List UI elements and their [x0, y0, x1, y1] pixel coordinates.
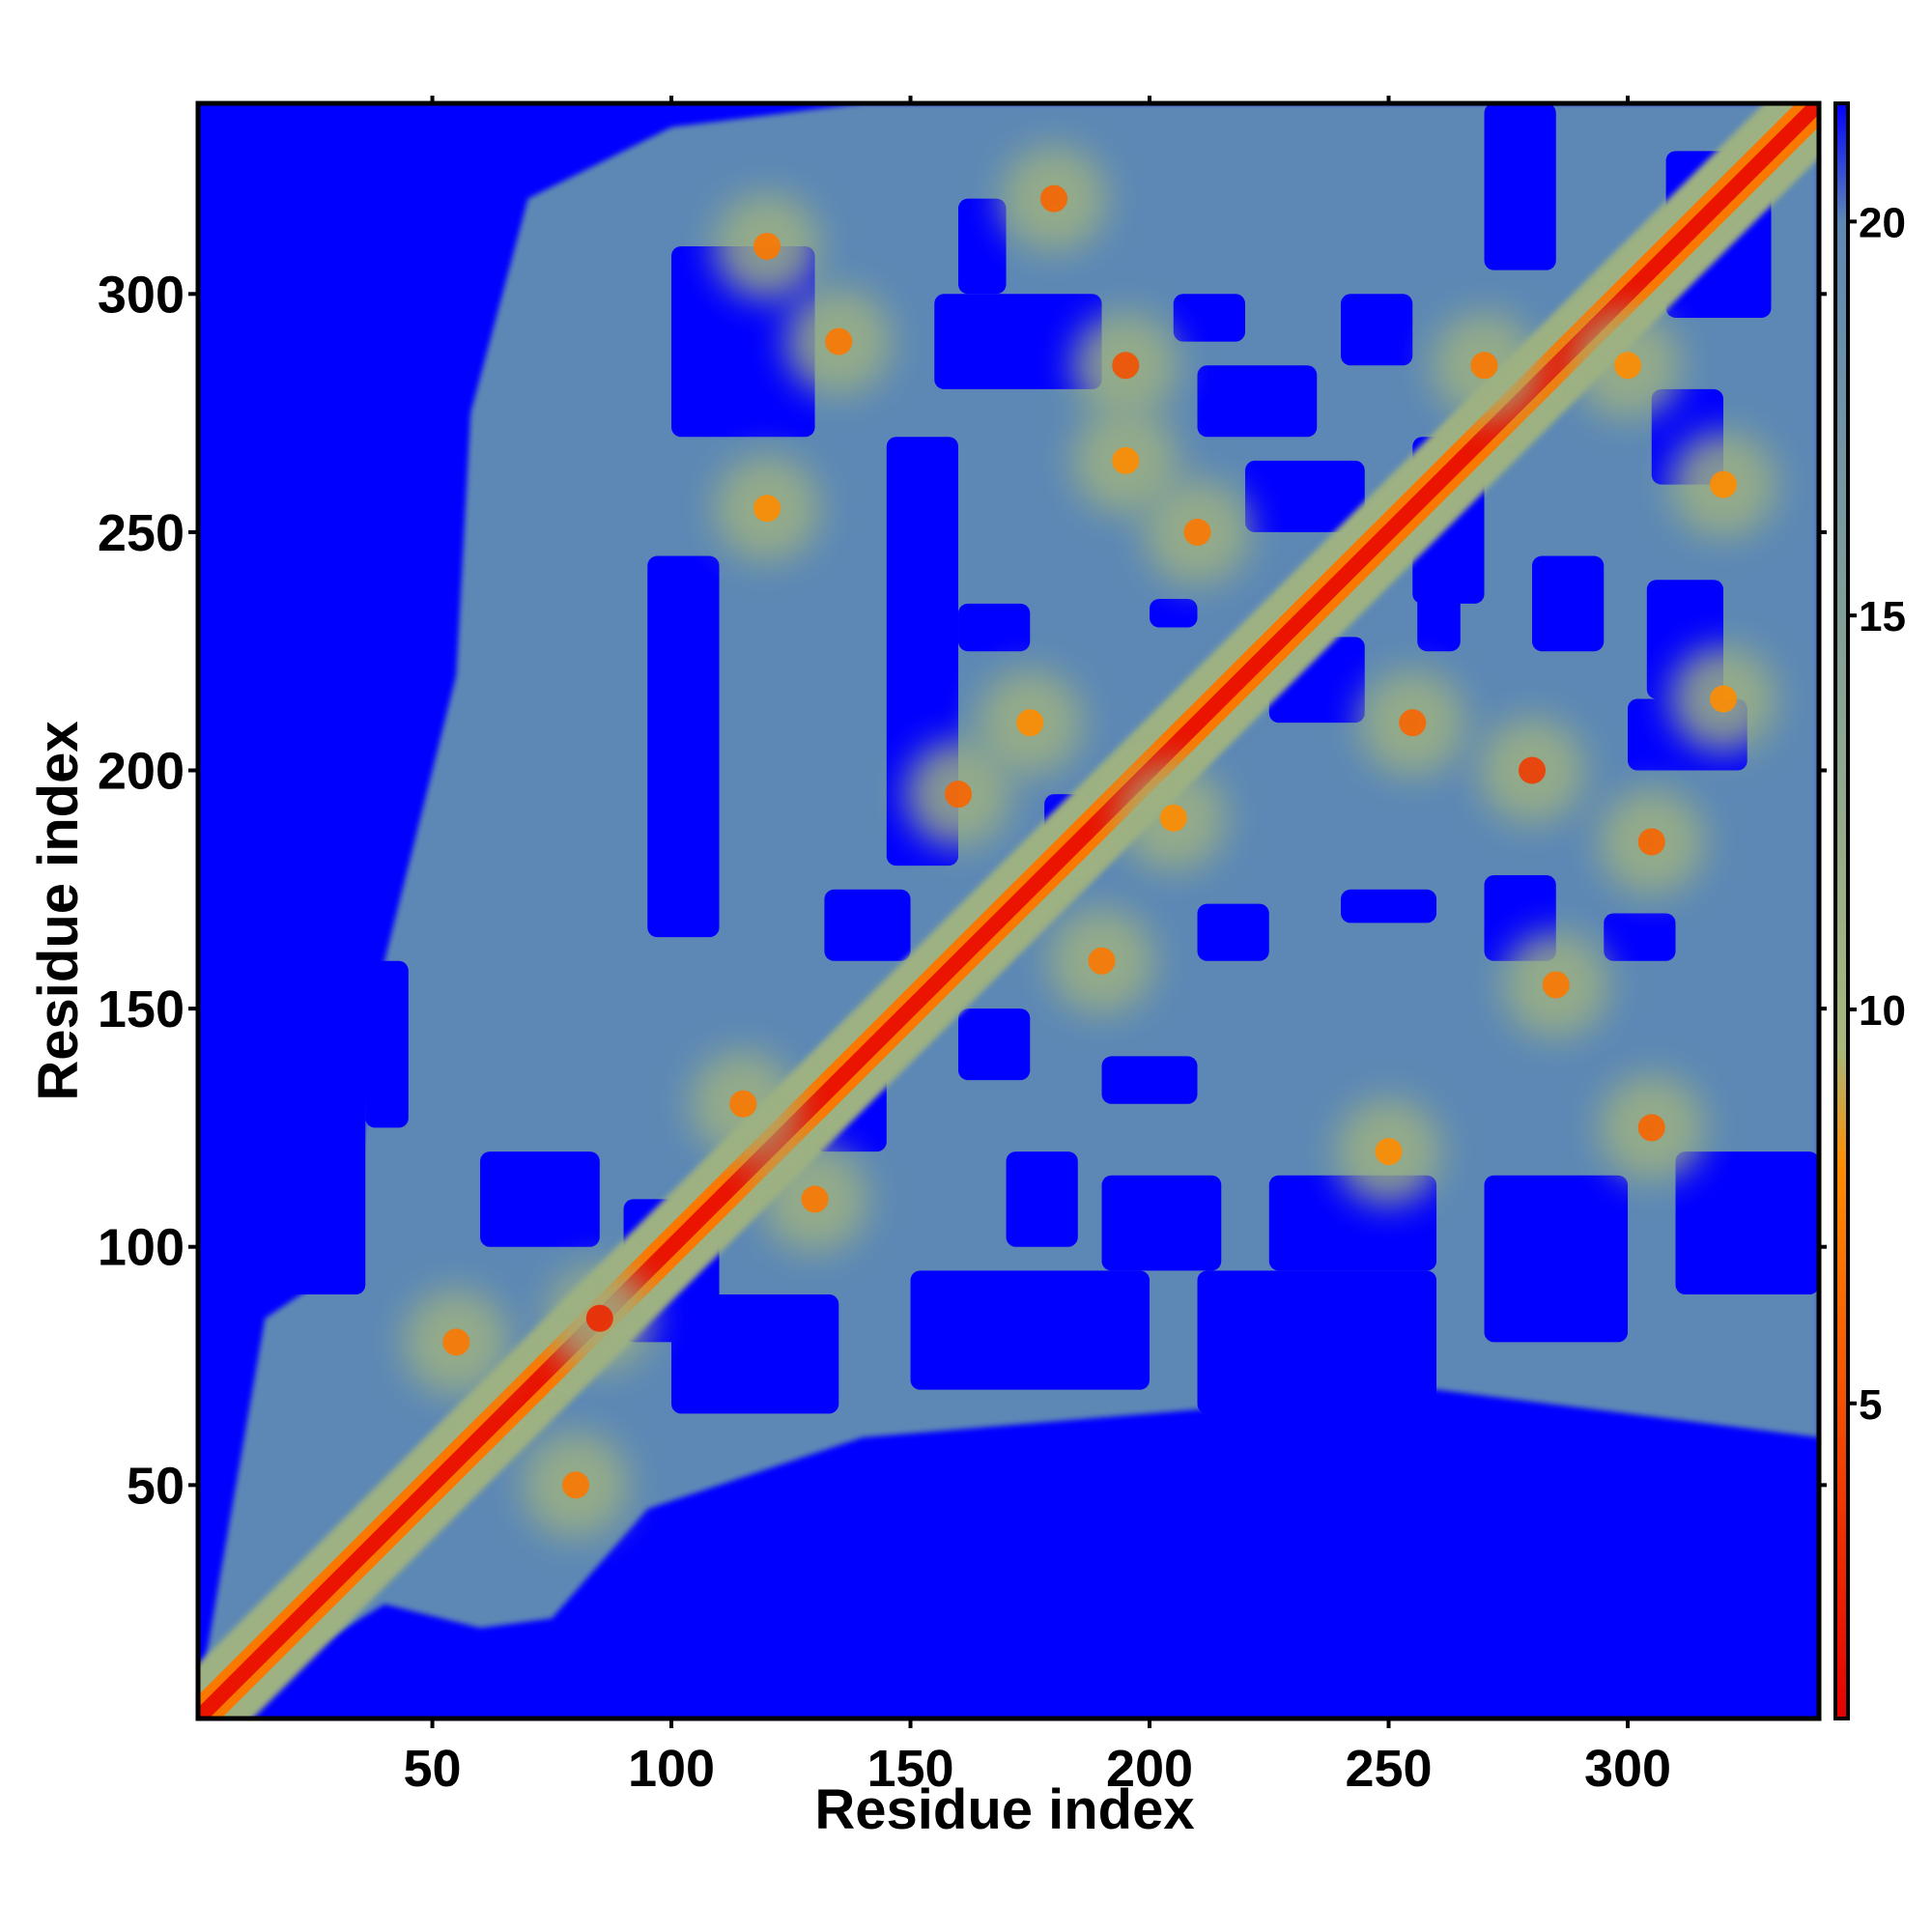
far-patch: [824, 889, 911, 961]
contact-point: [1040, 185, 1068, 213]
contact-point: [1637, 1114, 1665, 1142]
y-tick-label: 150: [98, 980, 185, 1038]
colorbar-frame: [1833, 101, 1850, 1720]
contact-point: [1710, 470, 1738, 498]
far-patch: [647, 555, 720, 938]
x-tick-label: 100: [628, 1740, 715, 1798]
contact-point: [1016, 709, 1044, 737]
contact-point: [442, 1328, 470, 1356]
x-axis-ticks: 50 100 150 200 250 300: [404, 1719, 1671, 1798]
far-patch: [671, 1294, 839, 1414]
far-patch: [1341, 889, 1437, 923]
far-patch: [1101, 1056, 1198, 1104]
far-patch: [422, 103, 481, 199]
y-tick-label: 250: [98, 504, 185, 562]
contact-point: [562, 1471, 590, 1499]
far-patch: [1604, 913, 1676, 961]
far-patch: [958, 198, 1007, 295]
far-patch: [1197, 1270, 1437, 1414]
x-tick-label: 50: [404, 1740, 462, 1798]
far-patch: [1197, 365, 1318, 438]
y-axis-title: Residue index: [27, 721, 90, 1100]
y-tick-label: 300: [98, 266, 185, 324]
diagonal-band: [198, 103, 1819, 1719]
contact-point: [1519, 756, 1547, 784]
y-tick-label: 200: [98, 743, 185, 801]
far-patch: [480, 1151, 600, 1247]
y-tick-label: 50: [127, 1457, 185, 1515]
colorbar-fill: [1835, 103, 1848, 1719]
colorbar-tick-label: 5: [1859, 1381, 1882, 1429]
contact-point: [585, 1304, 613, 1332]
contact-point: [1112, 352, 1140, 380]
far-patch: [934, 294, 1102, 389]
far-distance-patches: [260, 103, 1819, 1414]
heatmap-plot-area: [198, 103, 1819, 1719]
contact-point: [825, 327, 853, 355]
contact-point: [1088, 947, 1116, 975]
contact-point: [753, 232, 781, 260]
far-patch: [958, 603, 1031, 652]
contact-point: [1542, 971, 1570, 999]
far-patch: [1101, 1175, 1222, 1271]
x-axis-top-ticks: [430, 96, 1631, 103]
x-tick-label: 250: [1345, 1740, 1432, 1798]
colorbar-ticks: 5 10 15 20: [1848, 199, 1906, 1429]
far-patch: [1675, 1151, 1819, 1295]
contact-point: [753, 495, 781, 523]
y-axis-ticks: 50 100 150 200 250 300: [98, 266, 198, 1515]
colorbar-tick-label: 15: [1859, 593, 1906, 640]
colorbar-tick-label: 10: [1859, 987, 1906, 1035]
x-tick-label: 150: [867, 1740, 953, 1798]
far-patch: [1245, 460, 1365, 532]
far-patch: [1006, 1151, 1078, 1247]
contact-point: [729, 1090, 757, 1118]
colorbar: 5 10 15 20: [1833, 101, 1906, 1720]
plot-frame: [195, 100, 1822, 1721]
far-patch: [1150, 598, 1198, 628]
contact-point: [1637, 828, 1665, 856]
contact-point: [1375, 1138, 1403, 1166]
y-tick-label: 100: [98, 1219, 185, 1277]
x-tick-label: 200: [1106, 1740, 1193, 1798]
far-patch: [958, 1009, 1031, 1081]
far-patch: [910, 1270, 1151, 1390]
y-axis-right-ticks: [1819, 292, 1827, 1488]
far-patch: [1484, 103, 1556, 270]
contact-point: [1399, 709, 1427, 737]
far-patch: [260, 103, 366, 1295]
contact-point: [801, 1185, 829, 1213]
contact-point: [1470, 352, 1498, 380]
colorbar-tick-label: 20: [1859, 199, 1906, 246]
contact-point: [1183, 518, 1211, 546]
contact-point: [1710, 685, 1738, 713]
contact-point: [1159, 804, 1187, 832]
x-tick-label: 300: [1584, 1740, 1671, 1798]
far-patch: [1484, 1175, 1629, 1343]
far-patch: [1341, 294, 1413, 366]
contact-point: [1614, 352, 1642, 380]
far-patch: [1173, 294, 1246, 342]
diagonal-core: [198, 103, 1819, 1719]
far-patch: [365, 960, 409, 1128]
contact-spots: [403, 145, 1777, 1539]
x-axis-title: Residue index: [814, 1778, 1194, 1841]
contact-point: [945, 781, 973, 809]
far-patch: [1197, 903, 1269, 961]
far-patch: [1532, 555, 1605, 652]
contact-point: [1112, 446, 1140, 474]
